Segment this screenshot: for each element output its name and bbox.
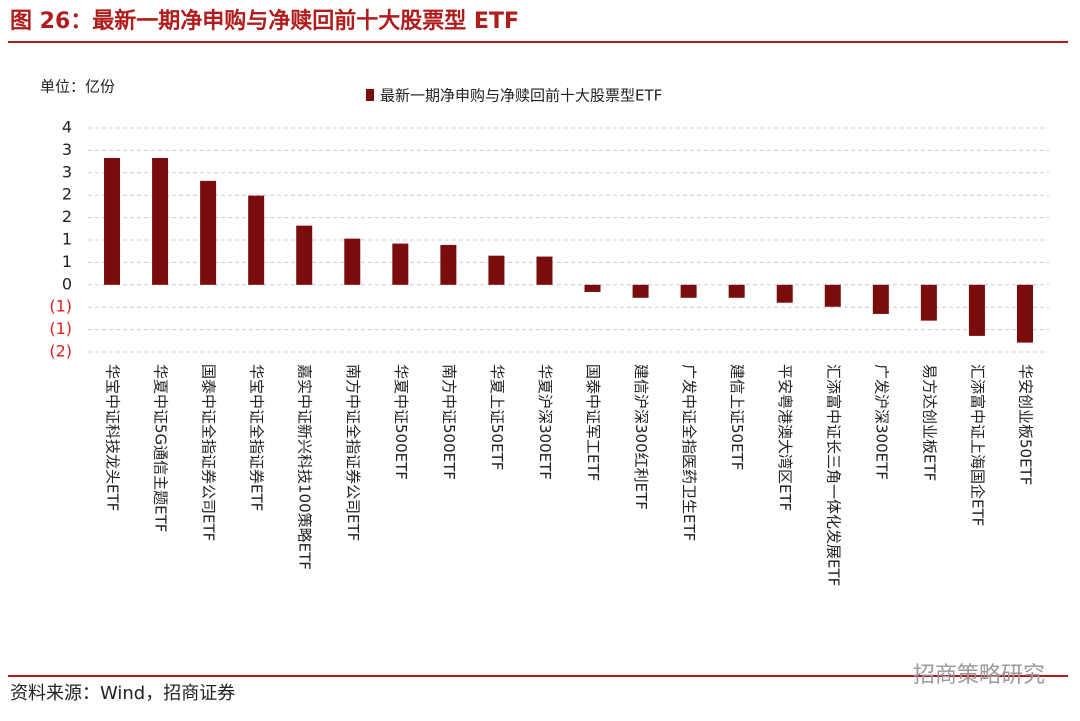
bar bbox=[344, 238, 361, 285]
y-tick-label: 2 bbox=[62, 207, 72, 226]
bar bbox=[920, 284, 937, 321]
bar bbox=[152, 158, 169, 285]
x-tick-label: 建信上证50ETF bbox=[728, 364, 746, 470]
x-tick-label: 平安粤港澳大湾区ETF bbox=[776, 364, 794, 511]
watermark: 招商策略研究 bbox=[913, 663, 1045, 688]
bar bbox=[440, 244, 457, 285]
x-tick-label: 南方中证500ETF bbox=[440, 364, 458, 480]
x-tick-label: 华夏上证50ETF bbox=[488, 364, 506, 470]
x-tick-label: 易方达创业板ETF bbox=[920, 364, 938, 481]
bar bbox=[680, 284, 697, 298]
bar bbox=[248, 195, 265, 285]
bar bbox=[824, 284, 841, 307]
x-tick-label: 汇添富中证长三角一体化发展ETF bbox=[824, 364, 842, 586]
bar bbox=[584, 284, 601, 292]
bar bbox=[536, 256, 553, 285]
x-tick-label: 华宝中证科技龙头ETF bbox=[104, 364, 122, 511]
bar bbox=[872, 284, 889, 314]
y-tick-label: 1 bbox=[62, 230, 72, 249]
legend-label: 最新一期净申购与净赎回前十大股票型ETF bbox=[380, 87, 662, 105]
x-tick-label: 南方中证全指证券公司ETF bbox=[344, 364, 362, 541]
bar bbox=[1016, 284, 1033, 343]
x-tick-label: 华宝中证全指证券ETF bbox=[248, 364, 266, 511]
y-tick-label: 1 bbox=[62, 252, 72, 271]
bar bbox=[728, 284, 745, 298]
x-tick-label: 华夏中证5G通信主题ETF bbox=[152, 364, 170, 532]
x-tick-label: 国泰中证军工ETF bbox=[584, 364, 602, 481]
bar bbox=[104, 158, 121, 285]
y-tick-label: (1) bbox=[49, 319, 72, 338]
x-tick-label: 华夏中证500ETF bbox=[392, 364, 410, 480]
legend-swatch bbox=[366, 89, 374, 101]
x-tick-label: 嘉实中证新兴科技100策略ETF bbox=[296, 364, 314, 570]
y-tick-label: (1) bbox=[49, 297, 72, 316]
y-tick-label: 0 bbox=[62, 274, 72, 293]
unit-label: 单位：亿份 bbox=[40, 78, 115, 96]
x-tick-label: 建信沪深300红利ETF bbox=[632, 364, 650, 510]
bar bbox=[632, 284, 649, 298]
y-tick-label: 2 bbox=[62, 185, 72, 204]
x-tick-label: 华夏沪深300ETF bbox=[536, 364, 554, 480]
bar bbox=[776, 284, 793, 303]
x-tick-label: 广发沪深300ETF bbox=[872, 364, 890, 480]
source: 资料来源：Wind，招商证券 bbox=[10, 683, 235, 704]
x-tick-label: 华安创业板50ETF bbox=[1016, 364, 1034, 485]
bar bbox=[200, 180, 217, 285]
y-tick-label: (2) bbox=[49, 342, 72, 361]
y-tick-label: 3 bbox=[62, 162, 72, 181]
x-tick-label: 汇添富中证上海国企ETF bbox=[968, 364, 986, 526]
x-tick-label: 广发中证全指医药卫生ETF bbox=[680, 364, 698, 541]
bar bbox=[296, 225, 313, 285]
chart-title: 图 26：最新一期净申购与净赎回前十大股票型 ETF bbox=[10, 8, 519, 34]
y-tick-label: 4 bbox=[62, 118, 72, 137]
bar bbox=[392, 243, 409, 285]
x-tick-label: 国泰中证全指证券公司ETF bbox=[200, 364, 218, 541]
bar bbox=[488, 255, 505, 285]
bar bbox=[968, 284, 985, 336]
y-tick-label: 3 bbox=[62, 140, 72, 159]
